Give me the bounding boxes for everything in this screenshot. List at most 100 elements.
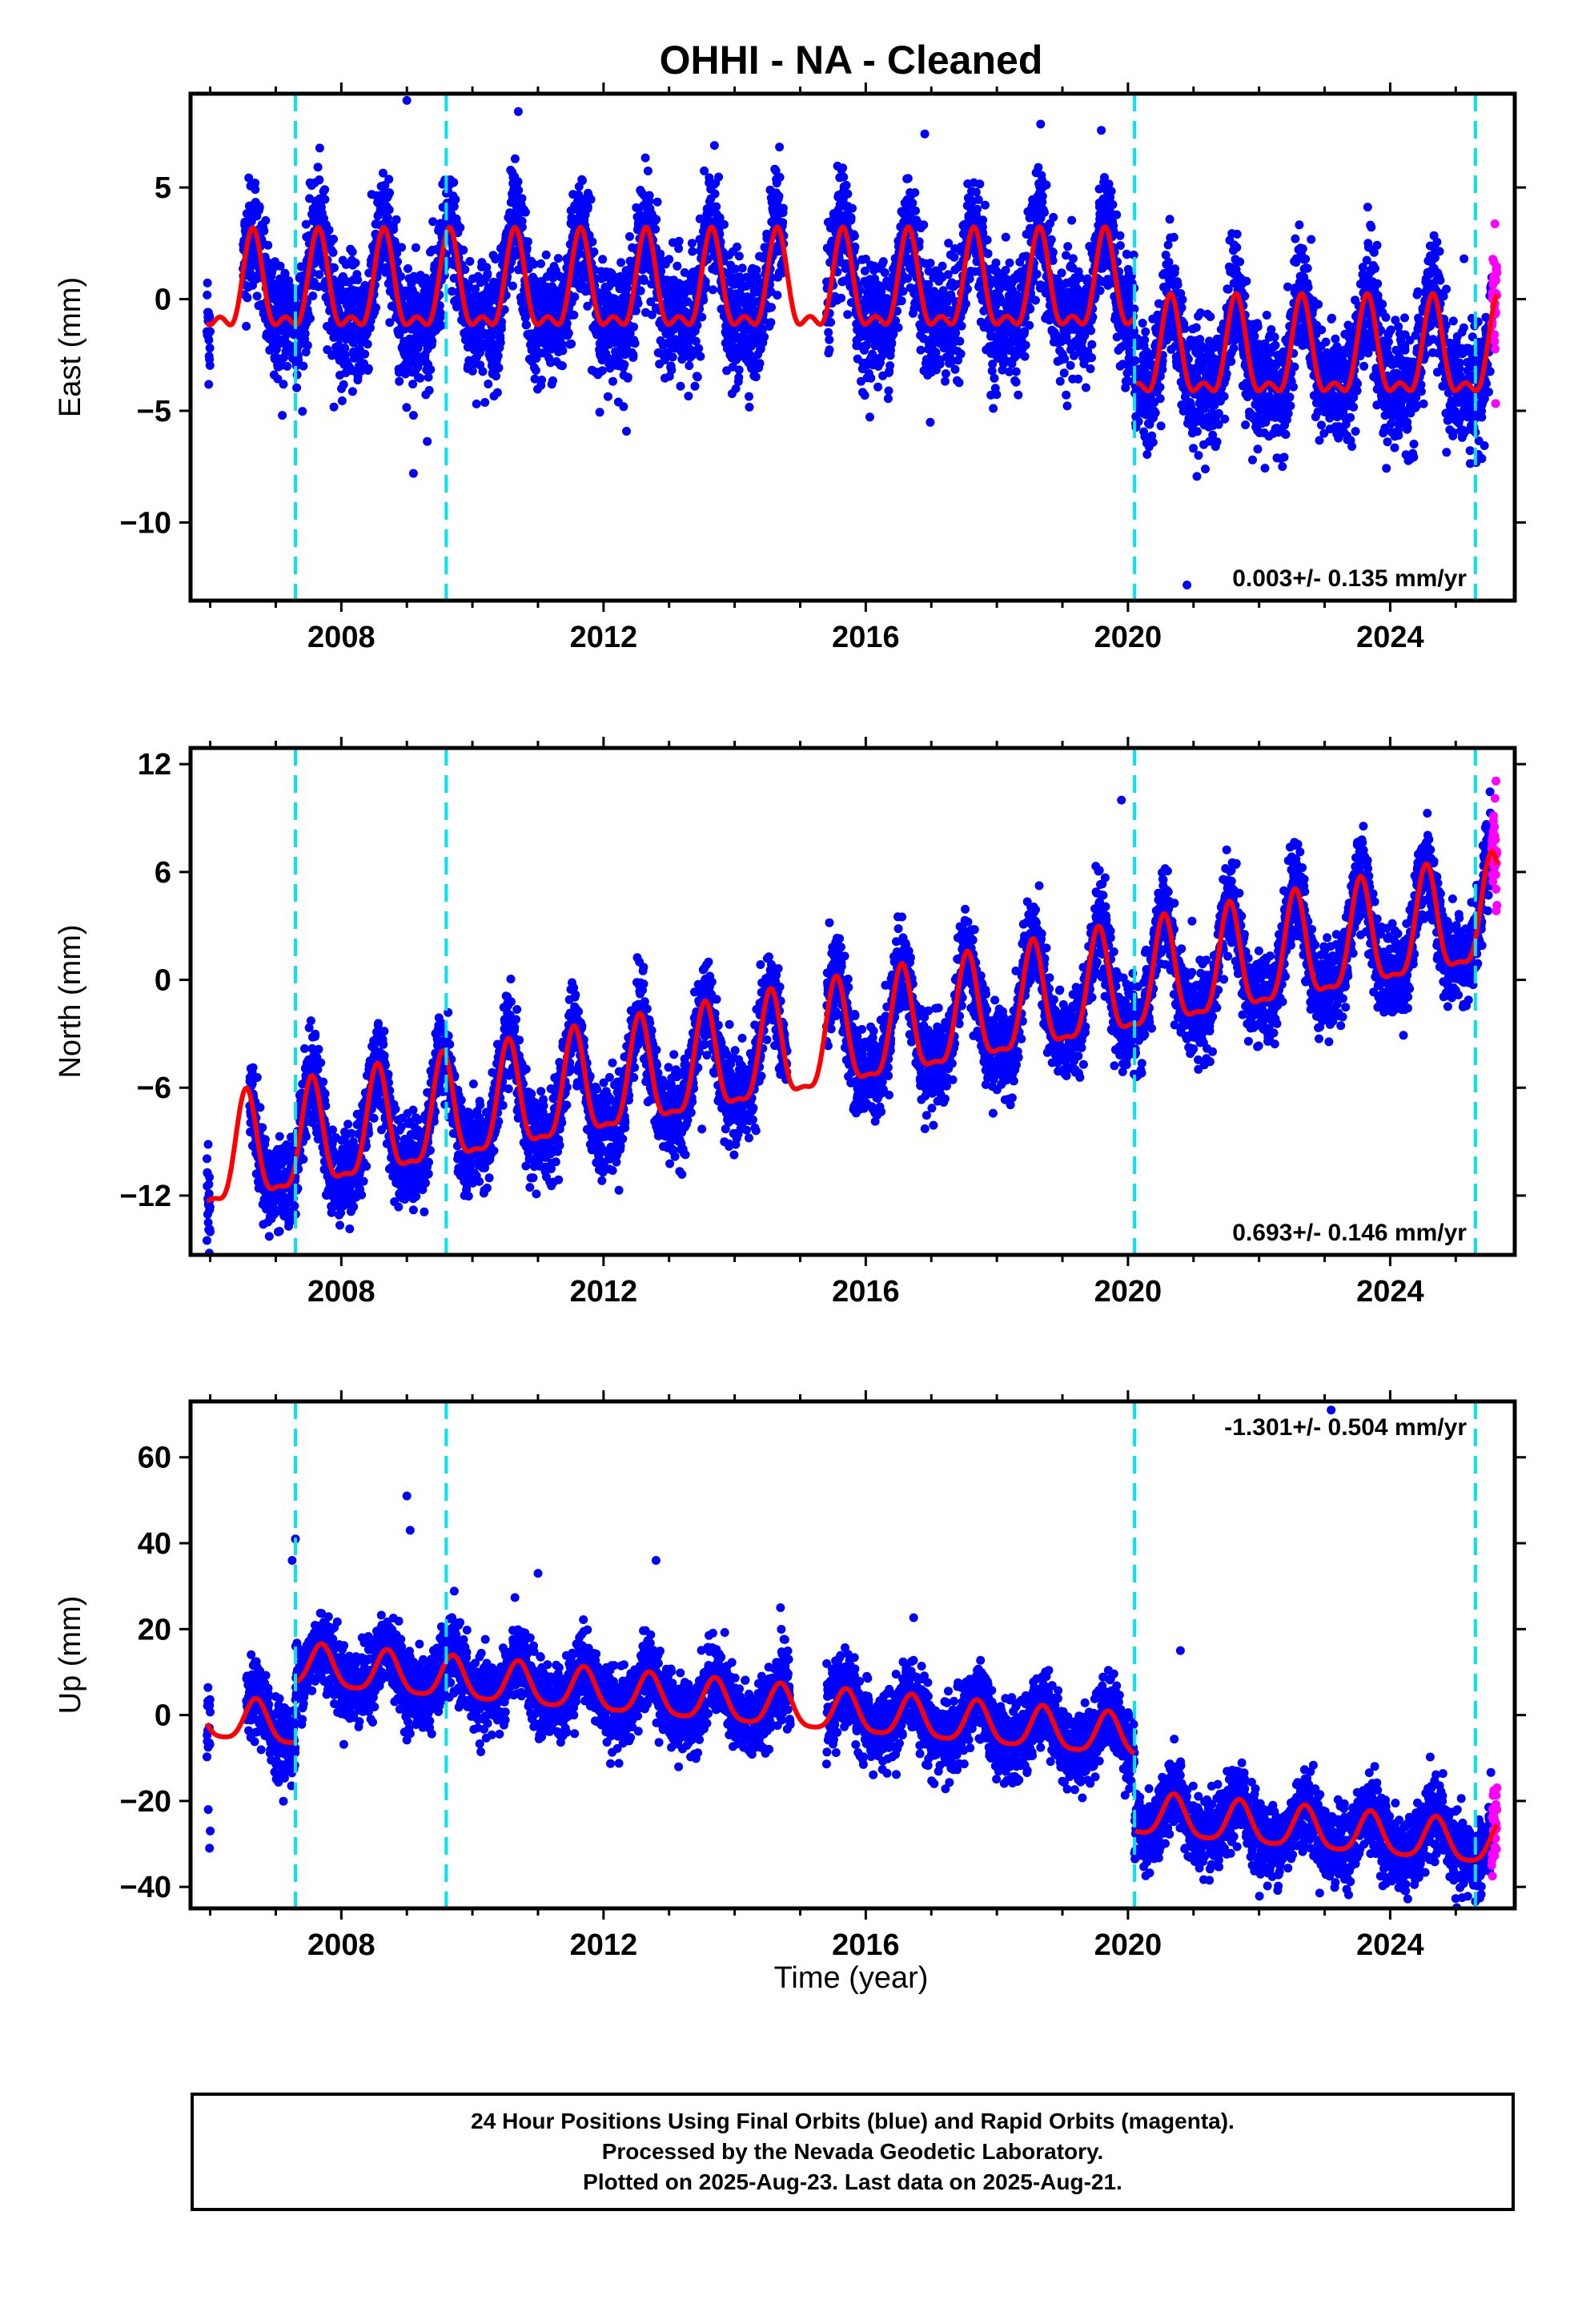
data-point (1034, 163, 1043, 172)
data-point (990, 373, 999, 383)
data-point (578, 176, 587, 185)
data-point (846, 213, 856, 223)
data-point (514, 186, 524, 195)
data-point (391, 215, 401, 224)
data-point (778, 218, 788, 227)
data-point (1014, 390, 1023, 400)
data-point (205, 360, 215, 370)
data-point (630, 339, 640, 348)
data-point (298, 407, 307, 416)
data-point (408, 380, 418, 389)
data-point (982, 235, 992, 245)
data-point (652, 197, 662, 207)
data-point (603, 392, 612, 401)
data-point (313, 163, 323, 172)
data-point (500, 305, 509, 315)
data-point (668, 352, 677, 362)
data-point (1086, 326, 1096, 336)
data-point (496, 338, 505, 348)
data-point (1155, 383, 1165, 392)
data-point (992, 390, 1002, 400)
data-point (255, 203, 264, 212)
data-point (356, 366, 366, 376)
data-point (483, 269, 492, 279)
data-point (275, 261, 285, 271)
data-point (674, 236, 684, 246)
data-point (950, 364, 960, 374)
data-point (589, 247, 599, 256)
data-point (493, 351, 503, 360)
data-point (484, 380, 493, 388)
data-point (938, 261, 947, 271)
data-point (628, 350, 638, 360)
data-point (1150, 408, 1160, 417)
data-point (492, 388, 502, 397)
data-point (1048, 247, 1058, 257)
data-point (306, 314, 315, 324)
data-point (510, 154, 520, 163)
data-point (320, 185, 330, 195)
data-point (522, 243, 532, 253)
data-point (873, 382, 883, 392)
data-point (1063, 242, 1073, 251)
data-point (558, 346, 568, 356)
data-point (428, 217, 438, 227)
data-point (244, 173, 254, 183)
data-point (393, 257, 402, 267)
data-point (620, 360, 629, 369)
data-point (991, 258, 1001, 267)
data-point (315, 270, 324, 279)
data-point (385, 188, 395, 198)
data-point (1001, 232, 1010, 242)
data-point (536, 259, 545, 268)
data-point (950, 252, 959, 262)
data-point (1025, 320, 1034, 330)
data-point (766, 318, 776, 328)
data-point (1086, 364, 1095, 373)
data-point (360, 349, 370, 359)
data-point (973, 204, 982, 214)
data-point (411, 243, 420, 252)
data-point (396, 271, 405, 281)
data-point (301, 348, 311, 357)
data-point (843, 189, 853, 199)
data-point (436, 320, 446, 330)
data-point (709, 141, 719, 151)
data-point (517, 194, 527, 203)
data-point (508, 281, 517, 291)
data-point (956, 349, 966, 359)
data-point (251, 185, 260, 195)
data-point (320, 195, 330, 204)
data-point (472, 399, 481, 408)
data-point (644, 191, 654, 200)
data-point (1005, 258, 1014, 267)
data-point (497, 317, 507, 327)
data-point (426, 365, 436, 374)
data-point (640, 153, 650, 163)
data-point (1087, 353, 1096, 363)
data-point (690, 381, 700, 391)
data-point (1049, 212, 1058, 222)
data-point (1170, 264, 1180, 274)
data-point (279, 380, 288, 389)
data-point (941, 369, 950, 379)
data-point (347, 247, 357, 256)
data-point (625, 231, 634, 241)
data-point (734, 251, 744, 261)
data-point (523, 237, 532, 247)
data-point (301, 219, 311, 229)
data-point (586, 195, 596, 204)
data-point (622, 427, 631, 436)
data-point (760, 332, 769, 342)
data-point (893, 323, 903, 332)
data-point (564, 328, 573, 338)
data-point (1138, 319, 1147, 328)
data-point (598, 255, 608, 264)
data-point (983, 249, 993, 259)
data-point (1020, 352, 1030, 361)
data-point (435, 301, 444, 311)
data-point (633, 299, 643, 308)
data-point (537, 376, 547, 384)
data-point (492, 372, 501, 381)
